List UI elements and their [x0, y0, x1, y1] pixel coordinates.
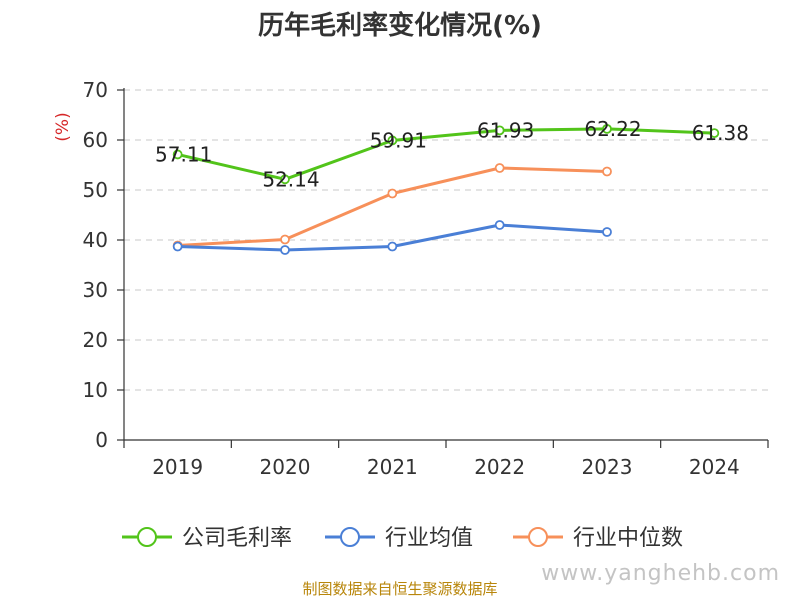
- data-point[interactable]: [280, 174, 290, 185]
- data-point[interactable]: [280, 234, 290, 245]
- data-point[interactable]: [387, 188, 398, 199]
- data-label: 61.38: [692, 121, 749, 145]
- data-point[interactable]: [387, 135, 398, 146]
- data-point[interactable]: [494, 163, 505, 173]
- grid-lines: [124, 89, 768, 391]
- data-label: 59.91: [370, 128, 427, 152]
- y-tick-label: 50: [83, 178, 108, 202]
- y-tick-label: 70: [83, 78, 108, 102]
- x-tick-label: 2023: [582, 455, 633, 479]
- x-tick-label: 2021: [367, 455, 418, 479]
- x-tick-label: 2024: [689, 455, 740, 479]
- x-tick-label: 2019: [152, 455, 203, 479]
- data-point[interactable]: [494, 125, 505, 136]
- data-point[interactable]: [709, 128, 720, 139]
- data-point[interactable]: [602, 123, 612, 134]
- series-2: [172, 163, 612, 251]
- y-tick-label: 30: [83, 278, 108, 302]
- chart-title: 历年毛利率变化情况(%): [258, 10, 542, 41]
- series-0: 57.11 52.14 59.91 61.93 62.22 61.38: [155, 117, 749, 191]
- legend-marker: [340, 527, 360, 547]
- data-point[interactable]: [602, 166, 612, 177]
- legend-item[interactable]: 公司毛利率: [122, 526, 292, 551]
- data-point[interactable]: [387, 241, 398, 252]
- y-tick-label: 10: [83, 378, 108, 402]
- legend-item[interactable]: 行业均值: [325, 526, 473, 551]
- y-tick-label: 40: [83, 228, 108, 252]
- y-tick-label: 60: [83, 128, 108, 152]
- data-point[interactable]: [602, 227, 612, 237]
- legend-label: 行业均值: [385, 526, 473, 551]
- watermark: www.yanghehb.com: [541, 561, 780, 586]
- x-tick-label: 2020: [260, 455, 311, 479]
- data-source-note: 制图数据来自恒生聚源数据库: [302, 580, 497, 598]
- legend-item[interactable]: 行业中位数: [513, 526, 683, 551]
- data-label: 57.11: [155, 142, 212, 166]
- legend: 公司毛利率 行业均值 行业中位数: [122, 526, 683, 551]
- series-layer: 57.11 52.14 59.91 61.93 62.22 61.38: [155, 117, 749, 255]
- data-point[interactable]: [280, 245, 290, 255]
- legend-label: 公司毛利率: [182, 526, 292, 551]
- legend-marker: [528, 527, 548, 547]
- x-tick-label: 2022: [474, 455, 525, 479]
- y-tick-label: 20: [83, 328, 108, 352]
- data-label: 61.93: [477, 118, 534, 142]
- data-point[interactable]: [172, 149, 183, 160]
- series-1: [172, 220, 612, 255]
- axes: 0 10 20 30 40 50 60 70 2019 2020 2021 2022 2023 2024: [83, 78, 769, 479]
- series-line: [177, 166, 608, 247]
- y-axis-label: (%): [53, 112, 73, 141]
- legend-marker: [137, 527, 157, 547]
- data-label: 52.14: [262, 167, 319, 191]
- legend-label: 行业中位数: [573, 526, 683, 551]
- data-point[interactable]: [494, 220, 505, 230]
- data-point[interactable]: [172, 241, 183, 252]
- series-line: [177, 127, 715, 181]
- y-tick-label: 0: [95, 428, 108, 452]
- data-label: 62.22: [584, 117, 641, 141]
